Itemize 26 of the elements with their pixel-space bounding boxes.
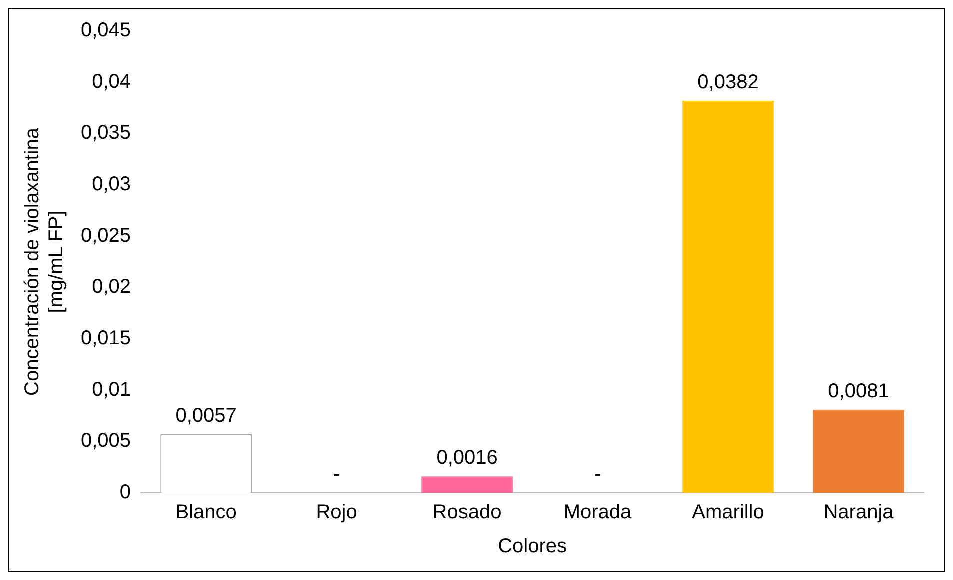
x-tick-label: Naranja <box>824 502 895 524</box>
data-label: 0,0382 <box>698 71 759 94</box>
x-tick-label: Amarillo <box>692 502 764 524</box>
bar <box>813 410 904 493</box>
bar <box>682 100 774 493</box>
text: - <box>333 464 340 486</box>
x-axis-title: Colores <box>498 536 567 558</box>
y-tick-label: 0,025 <box>80 224 132 247</box>
y-tick-label: 0,015 <box>80 328 132 350</box>
y-tick-label: 0,045 <box>80 20 132 42</box>
x-tick-label: Morada <box>564 502 633 524</box>
y-tick-label: 0,035 <box>80 122 132 144</box>
text: - <box>594 464 602 486</box>
data-label: 0,0081 <box>828 380 890 402</box>
y-tick-label: 0 <box>120 482 132 504</box>
data-label: 0,0016 <box>436 447 498 470</box>
y-tick-label: 0,03 <box>92 174 132 196</box>
y-tick-label: 0,04 <box>92 70 132 93</box>
y-tick-label: 0,01 <box>92 378 132 401</box>
x-tick-label: Blanco <box>176 502 237 524</box>
x-tick-label: Rojo <box>316 502 358 524</box>
x-tick-label: Rosado <box>432 502 502 524</box>
y-axis-title: Concentración de violaxantina [mg/mL FP] <box>22 127 68 396</box>
y-tick-label: 0,02 <box>92 276 132 298</box>
data-label: 0,0057 <box>176 404 237 427</box>
y-tick-label: 0,005 <box>80 430 132 452</box>
